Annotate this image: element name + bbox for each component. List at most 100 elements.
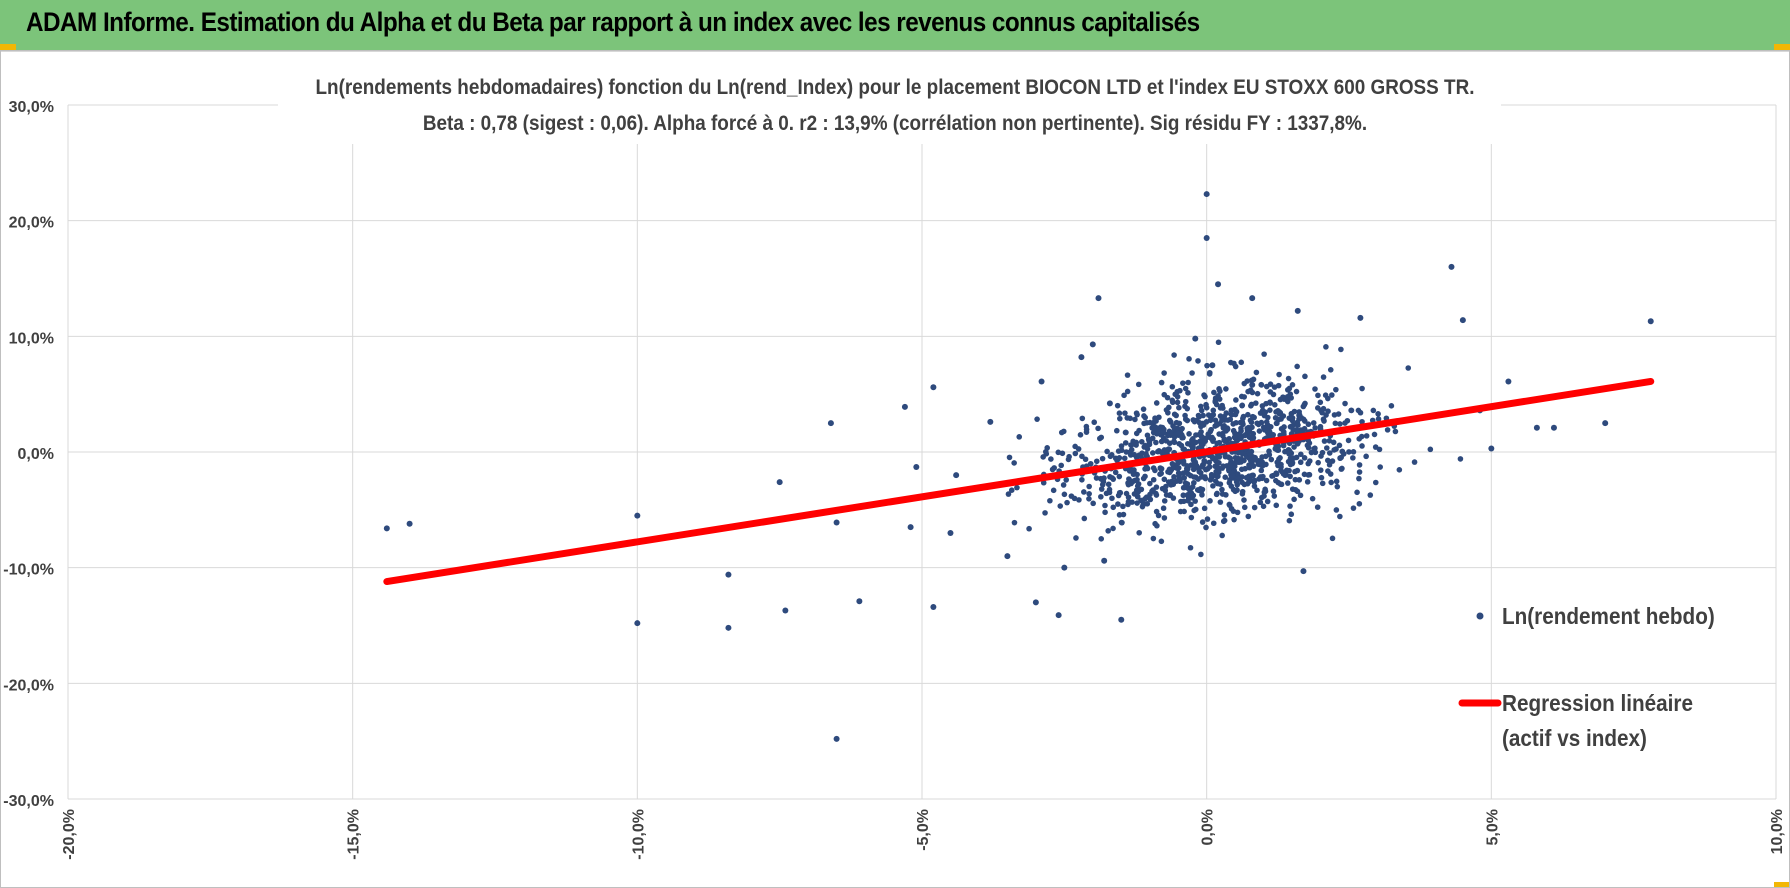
data-point bbox=[1294, 440, 1301, 447]
data-point bbox=[1134, 411, 1140, 418]
data-point bbox=[1131, 469, 1137, 476]
data-point bbox=[1165, 432, 1171, 439]
data-point bbox=[1334, 483, 1341, 490]
data-point bbox=[1305, 444, 1312, 451]
data-point bbox=[1377, 464, 1383, 470]
data-point bbox=[1234, 509, 1241, 516]
data-point bbox=[1273, 420, 1280, 427]
data-point bbox=[1279, 469, 1285, 475]
data-point bbox=[1346, 449, 1352, 455]
data-point bbox=[1206, 464, 1213, 470]
data-point bbox=[1188, 462, 1195, 468]
data-point bbox=[833, 519, 840, 526]
data-point bbox=[1221, 517, 1228, 524]
data-point bbox=[1256, 476, 1262, 482]
data-point bbox=[1228, 411, 1234, 418]
data-point bbox=[1158, 466, 1164, 472]
data-point bbox=[1151, 418, 1158, 425]
data-point bbox=[1173, 412, 1179, 419]
data-point bbox=[1204, 434, 1211, 441]
data-point bbox=[1305, 421, 1312, 428]
data-point bbox=[1108, 452, 1115, 458]
data-point bbox=[1375, 416, 1382, 422]
data-point bbox=[1330, 439, 1337, 446]
legend-marker-points bbox=[1476, 612, 1484, 620]
data-point bbox=[1297, 459, 1304, 466]
data-point bbox=[1116, 473, 1123, 480]
data-point bbox=[1231, 434, 1238, 441]
data-point bbox=[1320, 416, 1327, 423]
data-point bbox=[1134, 476, 1140, 483]
data-point bbox=[383, 525, 390, 532]
data-point bbox=[1647, 318, 1654, 325]
data-point bbox=[782, 607, 789, 614]
data-point bbox=[1448, 263, 1455, 270]
data-point bbox=[1285, 375, 1292, 382]
data-point bbox=[1228, 505, 1235, 512]
data-point bbox=[1105, 481, 1112, 488]
data-point bbox=[1204, 362, 1210, 369]
data-point bbox=[1301, 425, 1308, 432]
data-point bbox=[1210, 520, 1217, 527]
data-point bbox=[1191, 418, 1198, 425]
data-point bbox=[1267, 407, 1273, 413]
data-point bbox=[1189, 437, 1195, 444]
data-point bbox=[1161, 430, 1167, 436]
data-point bbox=[1005, 491, 1012, 497]
data-point bbox=[1195, 358, 1201, 364]
data-point bbox=[1199, 464, 1205, 470]
data-point bbox=[1135, 381, 1142, 388]
data-point bbox=[1239, 491, 1246, 497]
data-point bbox=[1505, 378, 1512, 385]
data-point bbox=[1296, 477, 1303, 483]
data-point bbox=[1300, 416, 1307, 423]
data-point bbox=[1260, 503, 1267, 510]
data-point bbox=[1040, 479, 1047, 486]
data-point bbox=[1081, 489, 1087, 495]
data-point bbox=[1251, 456, 1257, 462]
data-point bbox=[1158, 470, 1164, 477]
data-point bbox=[1174, 425, 1181, 432]
data-point bbox=[1008, 487, 1015, 494]
data-point bbox=[1294, 307, 1301, 314]
data-point bbox=[1245, 411, 1251, 418]
data-point bbox=[1158, 379, 1165, 386]
data-point bbox=[1292, 487, 1299, 493]
data-point bbox=[1363, 433, 1370, 439]
data-point bbox=[1325, 468, 1331, 474]
data-point bbox=[1192, 506, 1199, 513]
data-point bbox=[1115, 501, 1121, 507]
data-point bbox=[1182, 385, 1189, 392]
data-point bbox=[1268, 456, 1275, 463]
data-point bbox=[1210, 436, 1217, 442]
data-point bbox=[1152, 520, 1158, 527]
data-point bbox=[1048, 456, 1054, 462]
data-point bbox=[1295, 422, 1301, 428]
corner-accent-tr bbox=[1774, 44, 1790, 50]
data-point bbox=[1193, 462, 1200, 469]
data-point bbox=[1161, 370, 1167, 376]
data-point bbox=[1249, 381, 1256, 388]
data-point bbox=[1042, 510, 1048, 516]
data-point bbox=[1118, 447, 1125, 454]
data-point bbox=[1263, 461, 1269, 468]
data-point bbox=[1125, 494, 1132, 501]
data-point bbox=[1319, 409, 1325, 416]
data-point bbox=[1488, 445, 1495, 452]
data-point bbox=[856, 598, 863, 605]
data-point bbox=[1102, 502, 1108, 509]
data-point bbox=[1182, 398, 1189, 405]
x-tick-label: 5,0% bbox=[1484, 809, 1501, 845]
data-point bbox=[1291, 496, 1297, 503]
data-point bbox=[1239, 402, 1245, 409]
x-tick-labels: -20,0% -15,0% -10,0% -5,0% 0,0% 5,0% 10,0% bbox=[61, 809, 1786, 860]
data-point bbox=[1457, 456, 1464, 462]
data-point bbox=[1297, 492, 1304, 499]
data-point bbox=[1294, 363, 1300, 370]
data-point bbox=[930, 384, 937, 391]
data-point bbox=[1228, 463, 1235, 469]
data-point bbox=[1238, 428, 1244, 434]
data-point bbox=[1324, 457, 1331, 464]
data-point bbox=[1187, 544, 1194, 551]
data-point bbox=[1134, 500, 1140, 506]
